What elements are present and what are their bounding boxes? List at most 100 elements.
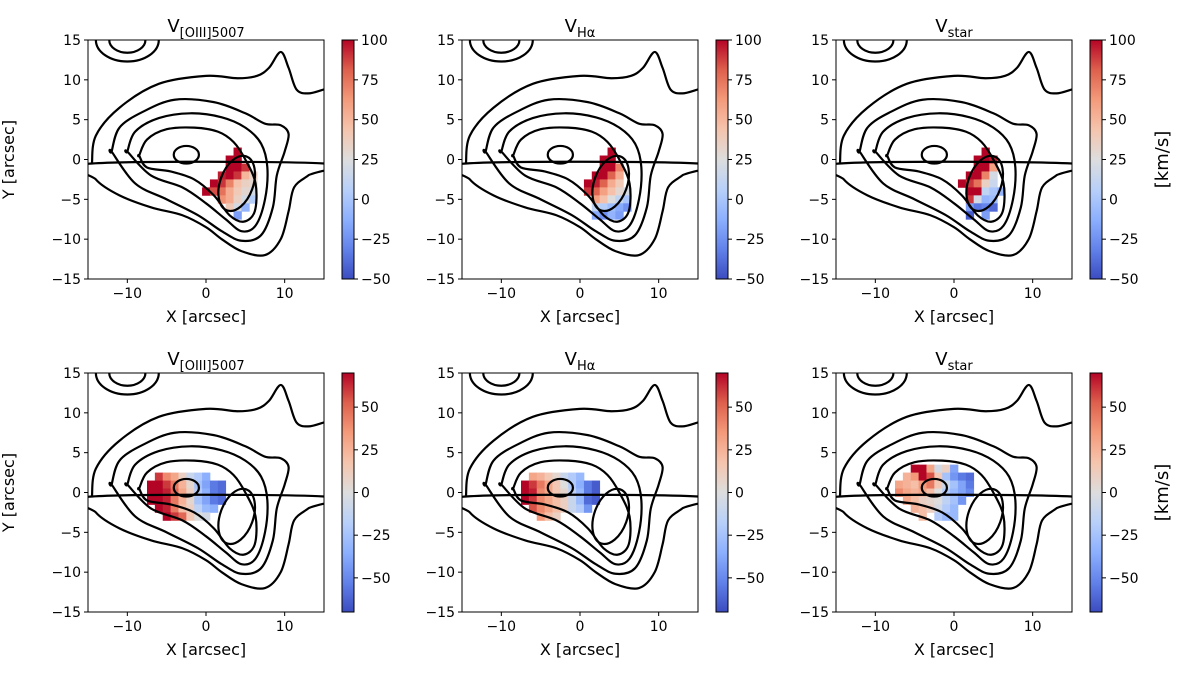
contour-line <box>125 446 267 564</box>
velocity-pixel <box>981 179 990 188</box>
velocity-pixel <box>910 504 919 513</box>
y-tick-label: 0 <box>72 486 81 502</box>
colorbar-label: [km/s] <box>1152 464 1173 521</box>
velocity-pixel <box>623 187 632 196</box>
velocity-pixel <box>560 504 569 513</box>
colorbar-tick-label: 0 <box>735 486 744 502</box>
plot-area <box>75 18 337 255</box>
velocity-pixel <box>591 488 601 497</box>
velocity-pixel <box>623 203 632 212</box>
velocity-pixel <box>607 163 616 172</box>
velocity-pixel <box>591 179 601 188</box>
x-tick-label: 10 <box>650 286 668 302</box>
velocity-pixel <box>950 488 959 497</box>
contour-line <box>92 385 324 497</box>
contour-line <box>959 484 1009 549</box>
colorbar-tick-label: 50 <box>361 400 379 416</box>
velocity-pixel <box>202 512 211 521</box>
velocity-pixel <box>583 179 593 188</box>
velocity-pixel <box>560 496 569 505</box>
contour-line <box>512 460 630 554</box>
velocity-pixel <box>989 171 998 180</box>
velocity-pixel <box>217 187 227 196</box>
contour-line <box>75 495 337 589</box>
velocity-pixel <box>576 496 585 505</box>
colorbar-tick-label: 50 <box>735 400 753 416</box>
contour-line <box>484 99 663 241</box>
velocity-pixel <box>170 504 179 513</box>
contour-line <box>96 351 159 394</box>
velocity-pixel <box>607 171 616 180</box>
y-tick-label: 5 <box>446 113 455 129</box>
velocity-pixel <box>147 488 156 497</box>
velocity-pixel <box>249 187 258 196</box>
x-axis-label: X [arcsec] <box>540 307 620 326</box>
contour-line <box>922 146 947 164</box>
velocity-pixel <box>552 496 561 505</box>
y-tick-label: 10 <box>437 406 455 422</box>
contour-line <box>499 113 641 231</box>
velocity-pixel <box>202 480 211 489</box>
velocity-pixel <box>528 480 538 489</box>
colorbar-tick-label: 25 <box>735 153 753 169</box>
contour-line <box>110 99 289 241</box>
contour-line <box>548 146 573 164</box>
contour-line <box>96 18 159 61</box>
y-tick-label: 5 <box>820 446 829 462</box>
velocity-pixel <box>560 480 569 489</box>
plot-area <box>823 351 1085 588</box>
velocity-pixel <box>217 179 227 188</box>
y-tick-label: 15 <box>437 366 455 382</box>
velocity-pixel <box>591 496 601 505</box>
velocity-pixel <box>926 488 935 497</box>
velocity-pixel <box>202 472 211 481</box>
velocity-pixel <box>186 496 195 505</box>
velocity-pixel <box>599 155 608 164</box>
velocity-pixel <box>957 488 967 497</box>
y-tick-label: −5 <box>60 192 81 208</box>
velocity-pixel <box>576 480 585 489</box>
velocity-pixel <box>926 496 935 505</box>
velocity-pixel <box>233 147 242 156</box>
velocity-pixel <box>576 472 585 481</box>
velocity-pixel <box>918 496 927 505</box>
velocity-pixel <box>934 480 943 489</box>
velocity-pixel <box>233 211 242 220</box>
velocity-pixel <box>209 480 219 489</box>
velocity-pixel <box>615 179 624 188</box>
velocity-pixel <box>615 171 624 180</box>
velocity-pixel <box>521 488 530 497</box>
velocity-pixel <box>178 512 187 521</box>
velocity-pixel <box>552 512 561 521</box>
contour-line <box>922 479 947 497</box>
velocity-pixel <box>895 488 904 497</box>
velocity-pixel <box>536 480 545 489</box>
contour-line <box>585 484 635 549</box>
velocity-pixel <box>194 504 203 513</box>
contour-line <box>138 127 256 221</box>
velocity-pixel <box>981 195 990 204</box>
y-tick-label: −10 <box>51 565 81 581</box>
velocity-pixel <box>981 187 990 196</box>
velocity-pixel <box>583 496 593 505</box>
x-axis-label: X [arcsec] <box>166 640 246 659</box>
velocity-pixel <box>615 211 624 220</box>
y-tick-label: −5 <box>60 525 81 541</box>
velocity-pixel <box>241 171 250 180</box>
panel-title: VHα <box>565 16 596 41</box>
velocity-pixel <box>560 472 569 481</box>
contour-line <box>470 351 533 394</box>
y-tick-label: −10 <box>51 232 81 248</box>
velocity-pixel <box>225 163 234 172</box>
velocity-pixel <box>194 512 203 521</box>
y-tick-label: 0 <box>72 153 81 169</box>
velocity-pixel <box>154 488 164 497</box>
velocity-pixel <box>965 480 975 489</box>
y-tick-label: −5 <box>808 525 829 541</box>
velocity-pixel <box>981 171 990 180</box>
velocity-pixel <box>934 504 943 513</box>
y-tick-label: 10 <box>63 406 81 422</box>
